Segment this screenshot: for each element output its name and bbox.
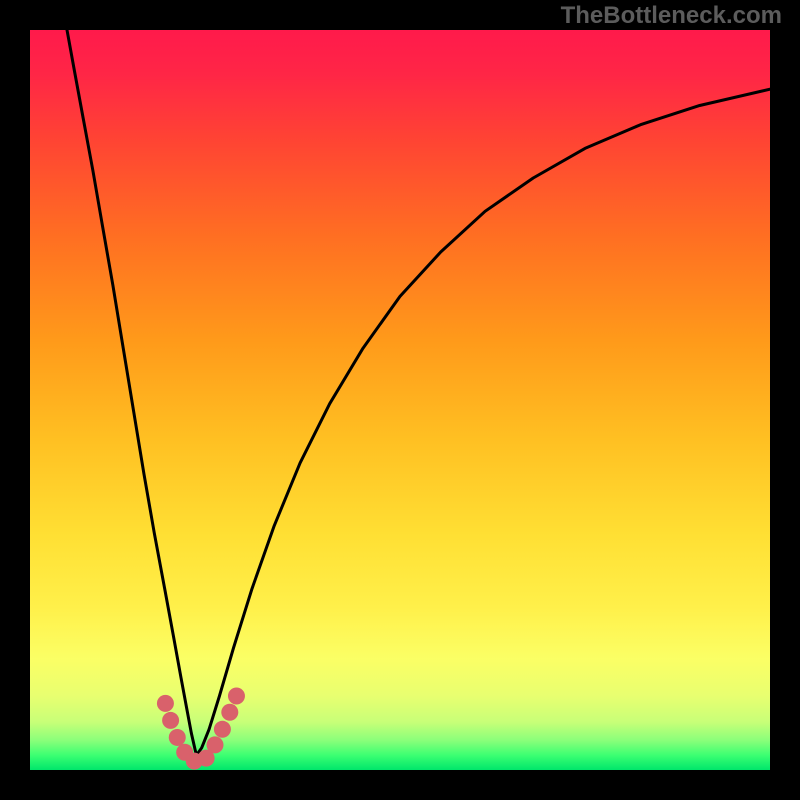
data-marker <box>162 712 179 729</box>
data-marker <box>214 721 231 738</box>
data-marker <box>157 695 174 712</box>
plot-background <box>30 30 770 770</box>
chart-svg <box>0 0 800 800</box>
watermark-text: TheBottleneck.com <box>561 2 782 30</box>
data-marker <box>228 688 245 705</box>
stage: TheBottleneck.com <box>0 0 800 800</box>
data-marker <box>207 736 224 753</box>
data-marker <box>169 729 186 746</box>
data-marker <box>221 704 238 721</box>
